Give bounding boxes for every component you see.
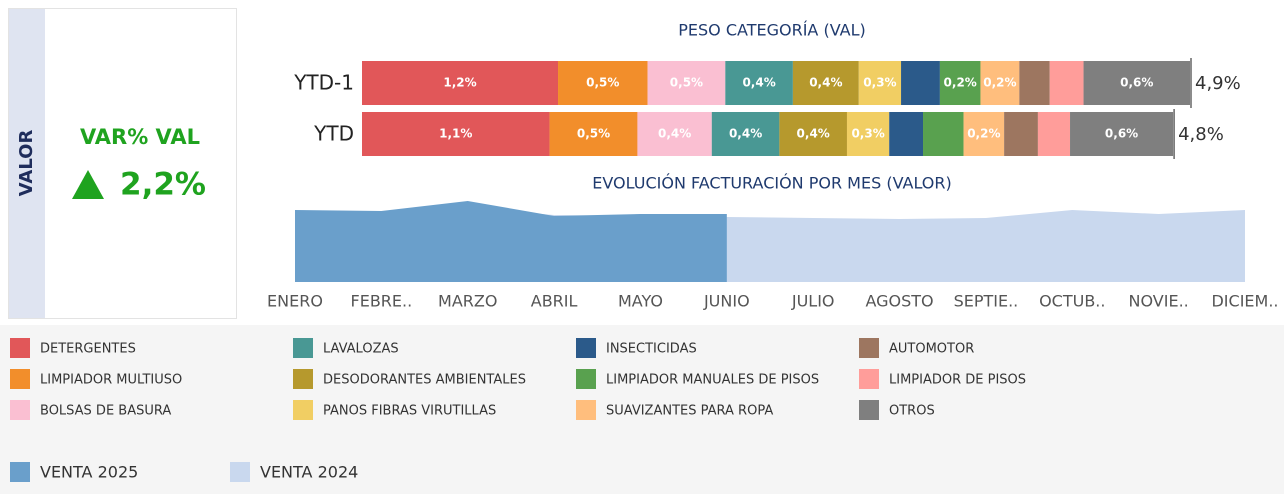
x-tick-label: ABRIL [531, 292, 578, 311]
legend-label: LIMPIADOR MULTIUSO [40, 373, 182, 388]
bar-segment [1037, 112, 1071, 156]
bar-segment [637, 112, 712, 156]
bar-segment [1004, 112, 1038, 156]
legend-label: AUTOMOTOR [889, 342, 974, 357]
x-tick-label: NOVIE.. [1129, 292, 1189, 311]
bar-segment [1019, 61, 1050, 105]
kpi-value: 2,2% [120, 167, 206, 203]
value-label: 0,2% [983, 76, 1016, 90]
value-label: 0,3% [851, 127, 884, 141]
legend-swatch [230, 462, 250, 482]
legend-label: PANOS FIBRAS VIRUTILLAS [323, 404, 496, 419]
bar-segment [792, 61, 859, 105]
legend-swatch [576, 338, 596, 358]
value-label: 0,6% [1105, 127, 1138, 141]
legend-label: SUAVIZANTES PARA ROPA [606, 404, 773, 419]
legend-label: DETERGENTES [40, 342, 136, 357]
bar-segment [362, 112, 550, 156]
bar-segment [779, 112, 847, 156]
legend-label: VENTA 2024 [260, 463, 358, 482]
value-label: 0,3% [863, 76, 896, 90]
value-label: 0,5% [670, 76, 703, 90]
legend-swatch [293, 400, 313, 420]
bar-segment [1049, 61, 1084, 105]
legend-label: DESODORANTES AMBIENTALES [323, 373, 526, 388]
x-tick-label: ENERO [267, 292, 323, 311]
kpi-side [9, 9, 45, 318]
legend-swatch [10, 462, 30, 482]
bar-segment [846, 112, 890, 156]
legend-swatch [576, 369, 596, 389]
x-tick-label: DICIEM.. [1211, 292, 1278, 311]
x-tick-label: SEPTIE.. [954, 292, 1019, 311]
legend-swatch [859, 369, 879, 389]
bar-segment [362, 61, 559, 105]
row-label: YTD [313, 122, 354, 146]
legend-swatch [10, 369, 30, 389]
legend-swatch [293, 338, 313, 358]
x-tick-label: MARZO [438, 292, 497, 311]
kpi-card [8, 8, 237, 319]
value-label: 0,2% [944, 76, 977, 90]
bar-segment [725, 61, 793, 105]
legend-swatch [10, 400, 30, 420]
legend-label: VENTA 2025 [40, 463, 138, 482]
value-label: 0,4% [729, 127, 762, 141]
bar-segment [647, 61, 726, 105]
total-label: 4,8% [1178, 124, 1224, 145]
x-tick-label: OCTUB.. [1039, 292, 1105, 311]
value-label: 0,4% [797, 127, 830, 141]
bar-segment [980, 61, 1020, 105]
x-tick-label: MAYO [618, 292, 663, 311]
bar-segment [711, 112, 780, 156]
value-label: 0,4% [742, 76, 775, 90]
kpi-side-label: VALOR [16, 130, 37, 197]
bar-segment [889, 112, 924, 156]
bar-segment [1083, 61, 1190, 105]
bar-segment [558, 61, 648, 105]
bar-segment [1070, 112, 1174, 156]
legend-label: OTROS [889, 404, 935, 419]
bar-segment [858, 61, 902, 105]
legend-label: LIMPIADOR MANUALES DE PISOS [606, 373, 819, 388]
value-label: 0,6% [1120, 76, 1153, 90]
bar-segment [901, 61, 940, 105]
row-label: YTD-1 [293, 71, 354, 95]
legend-panel [0, 325, 1284, 494]
x-tick-label: AGOSTO [865, 292, 933, 311]
value-label: 0,5% [586, 76, 619, 90]
bar-segment [923, 112, 964, 156]
legend-swatch [576, 400, 596, 420]
value-label: 0,4% [658, 127, 691, 141]
legend-swatch [859, 400, 879, 420]
kpi-up-arrow [72, 170, 104, 199]
value-label: 1,1% [439, 127, 472, 141]
value-label: 1,2% [443, 76, 476, 90]
total-label: 4,9% [1195, 73, 1241, 94]
bar-segment [549, 112, 638, 156]
x-tick-label: JULIO [791, 292, 835, 311]
legend-swatch [293, 369, 313, 389]
x-tick-label: FEBRE.. [351, 292, 413, 311]
bar-segment [963, 112, 1005, 156]
bar-segment [939, 61, 981, 105]
legend-label: INSECTICIDAS [606, 342, 697, 357]
value-label: 0,2% [967, 127, 1000, 141]
legend-label: BOLSAS DE BASURA [40, 404, 171, 419]
bar-title: PESO CATEGORÍA (VAL) [678, 21, 865, 40]
value-label: 0,4% [809, 76, 842, 90]
legend-swatch [10, 338, 30, 358]
area [295, 201, 727, 282]
legend-swatch [859, 338, 879, 358]
legend-label: LIMPIADOR DE PISOS [889, 373, 1026, 388]
kpi-title: VAR% VAL [80, 125, 200, 149]
x-tick-label: JUNIO [703, 292, 750, 311]
value-label: 0,5% [577, 127, 610, 141]
legend-label: LAVALOZAS [323, 342, 399, 357]
area-title: EVOLUCIÓN FACTURACIÓN POR MES (VALOR) [592, 174, 951, 193]
